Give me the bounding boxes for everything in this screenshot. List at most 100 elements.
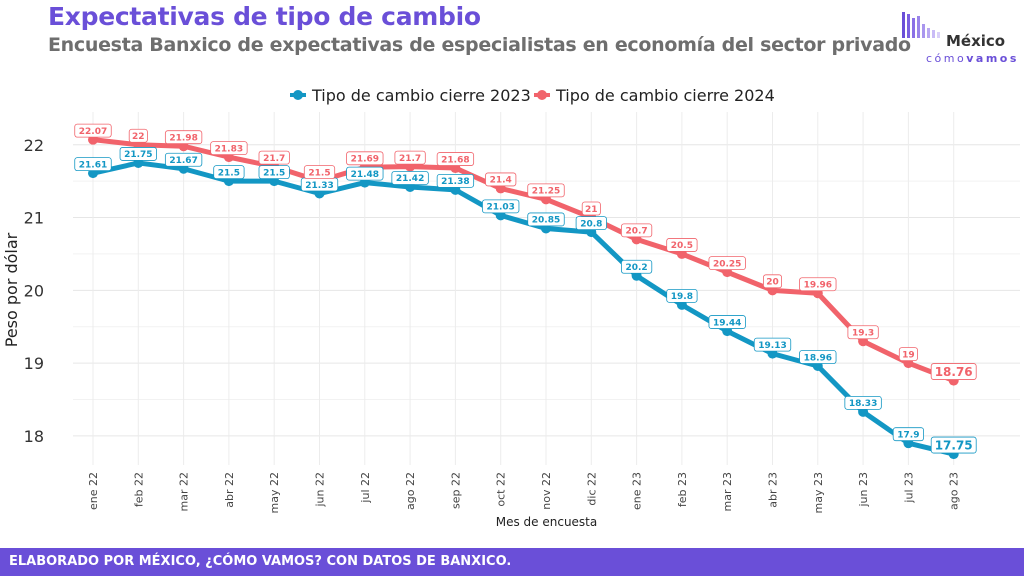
- series-line: [90, 137, 957, 384]
- data-label: 19.3: [852, 329, 874, 339]
- series-line: [90, 160, 957, 457]
- y-tick-label: 19: [24, 354, 44, 373]
- data-label: 21.75: [124, 150, 152, 160]
- data-label-box: [753, 337, 792, 352]
- data-label-box: [436, 152, 475, 166]
- data-label: 19.8: [671, 292, 693, 302]
- data-label: 21.5: [218, 168, 240, 178]
- x-tick-label: sep 22: [449, 472, 462, 509]
- mexico-como-vamos-logo: México cómovamos: [900, 8, 1020, 68]
- source-footer: ELABORADO POR MÉXICO, ¿CÓMO VAMOS? CON D…: [0, 548, 1024, 576]
- data-label-box: [666, 288, 698, 303]
- data-label: 22: [132, 132, 145, 142]
- data-label-box: [482, 199, 520, 214]
- data-label: 21.61: [79, 160, 107, 170]
- data-label: 21.38: [441, 177, 469, 187]
- data-label-box: [527, 183, 565, 198]
- data-label-box: [210, 141, 248, 156]
- x-tick-label: ene 23: [631, 472, 644, 510]
- data-label-box: [847, 325, 879, 340]
- data-label-box: [527, 212, 565, 227]
- data-label: 19.44: [713, 318, 741, 328]
- x-tick-label: feb 22: [132, 472, 145, 507]
- chart-title: Expectativas de tipo de cambio: [48, 2, 481, 31]
- data-label: 21.67: [169, 156, 197, 166]
- x-tick-label: ago 22: [404, 472, 417, 510]
- data-label-box: [346, 151, 384, 166]
- data-label: 19.13: [758, 341, 786, 351]
- y-tick-label: 21: [24, 209, 44, 228]
- x-tick-label: mar 23: [721, 472, 734, 511]
- data-label-box: [213, 165, 245, 180]
- x-tick-label: abr 23: [767, 472, 780, 508]
- logo-bars-icon: [902, 12, 940, 38]
- data-label: 21.69: [351, 155, 379, 165]
- x-tick-label: mar 22: [178, 472, 191, 511]
- data-label: 20.7: [625, 227, 647, 237]
- data-label: 20.85: [532, 216, 560, 226]
- x-tick-label: jul 22: [359, 472, 372, 504]
- data-label-box: [892, 427, 925, 442]
- data-label: 21.83: [215, 144, 243, 154]
- data-label-box: [258, 165, 290, 180]
- data-label-box: [391, 171, 429, 185]
- legend-swatch-dot: [537, 90, 547, 100]
- data-label: 19: [902, 350, 915, 360]
- data-label-box: [930, 436, 977, 454]
- data-label-box: [436, 173, 475, 188]
- data-label: 17.75: [935, 438, 973, 452]
- data-label-box: [303, 165, 336, 180]
- data-label-box: [485, 172, 517, 187]
- x-tick-label: ene 22: [87, 472, 100, 510]
- data-label-box: [394, 150, 426, 165]
- data-label: 20.2: [625, 263, 647, 273]
- data-label: 21.33: [305, 181, 333, 191]
- chart-subtitle: Encuesta Banxico de expectativas de espe…: [48, 34, 911, 56]
- data-label-box: [621, 223, 653, 238]
- x-tick-label: ago 23: [948, 472, 961, 510]
- data-label-box: [164, 152, 203, 167]
- legend-entry: Tipo de cambio cierre 2024: [555, 86, 775, 105]
- x-tick-label: jul 23: [902, 472, 915, 504]
- y-tick-label: 22: [24, 136, 44, 155]
- data-label: 22.07: [79, 127, 107, 137]
- data-label-box: [128, 128, 148, 143]
- data-label: 18.96: [804, 353, 832, 363]
- data-label: 18.76: [935, 365, 973, 379]
- data-label: 20.25: [713, 259, 741, 269]
- data-label-box: [708, 256, 746, 271]
- data-label-box: [799, 350, 837, 364]
- data-label: 21.4: [490, 176, 512, 186]
- data-label: 21.03: [486, 203, 514, 213]
- data-label: 21.5: [263, 168, 285, 178]
- data-label: 21.7: [399, 154, 421, 164]
- y-axis-title: Peso por dólar: [2, 232, 21, 347]
- data-label: 21.48: [351, 170, 379, 180]
- x-tick-label: may 23: [812, 472, 825, 513]
- logo-tagline-light: cómo: [926, 52, 967, 65]
- data-label: 21.25: [532, 187, 560, 197]
- data-label-box: [346, 166, 384, 181]
- data-label-box: [930, 363, 977, 380]
- data-label: 19.96: [804, 280, 832, 290]
- data-label: 20.5: [671, 241, 693, 251]
- x-tick-label: may 22: [268, 472, 281, 513]
- x-tick-label: feb 23: [676, 472, 689, 507]
- data-label: 21.7: [263, 154, 285, 164]
- line-chart: 18 19 20 21 22 ene 22 feb 22 mar 22 abr 22 may 22…: [2, 86, 1020, 529]
- data-label-box: [844, 395, 882, 410]
- y-tick-label: 18: [24, 427, 44, 446]
- x-tick-label: abr 22: [223, 472, 236, 508]
- data-label: 21.42: [396, 174, 424, 184]
- data-label: 21.5: [308, 168, 330, 178]
- legend-swatch-dot: [293, 90, 303, 100]
- x-tick-label: dic 22: [585, 472, 598, 506]
- data-label: 17.9: [897, 430, 919, 440]
- logo-tagline: cómovamos: [926, 52, 1019, 65]
- data-label-box: [621, 259, 653, 274]
- data-label: 21.68: [441, 155, 469, 165]
- data-label: 21: [585, 205, 598, 215]
- data-label-box: [763, 274, 783, 289]
- logo-tagline-bold: vamos: [966, 52, 1019, 65]
- data-label-box: [575, 216, 607, 230]
